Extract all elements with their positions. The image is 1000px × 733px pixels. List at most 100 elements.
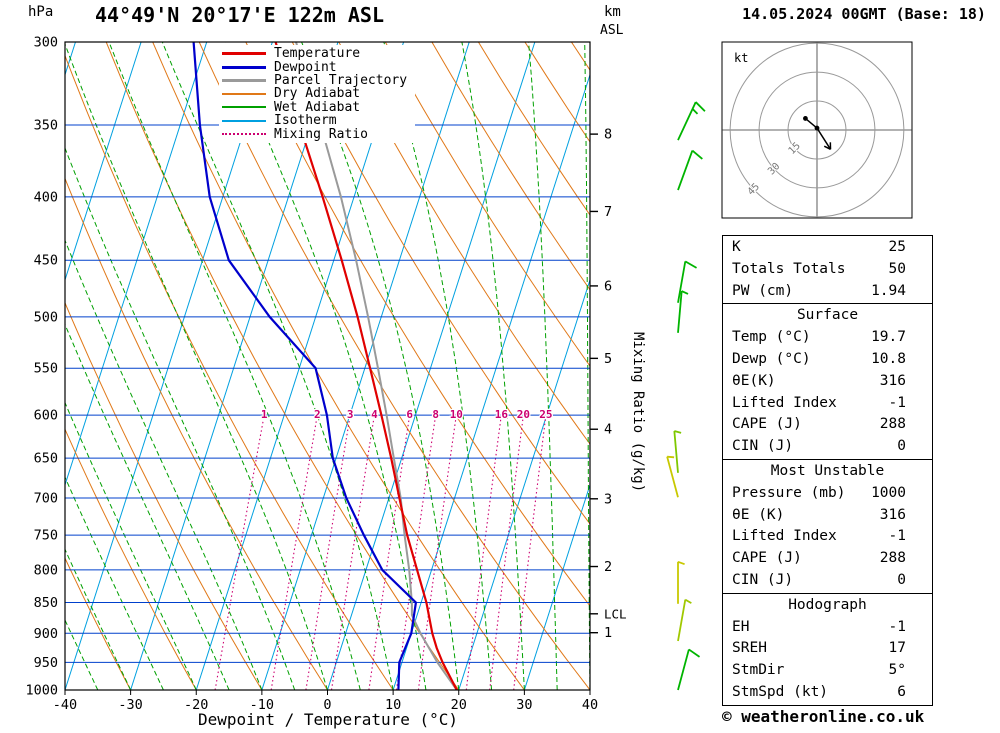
- stat-label: SREH: [732, 640, 767, 657]
- isotherm-line: [392, 73, 590, 690]
- wet-adiabat-line: [0, 42, 32, 690]
- temp-tick-label: 40: [582, 697, 598, 713]
- km-tick-label: 6: [604, 278, 612, 294]
- legend-swatch: [222, 78, 266, 82]
- mixing-ratio-label: 25: [539, 408, 552, 421]
- pressure-tick-label: 700: [34, 491, 58, 507]
- stat-value: 25: [888, 239, 906, 255]
- wet-adiabat-line: [65, 548, 132, 690]
- pressure-tick-label: 300: [34, 35, 58, 51]
- isotherm-line: [130, 42, 339, 690]
- hodograph-unit-label: kt: [734, 51, 748, 65]
- stat-label: K: [732, 239, 741, 255]
- legend-swatch: [222, 92, 266, 95]
- isotherm-line: [327, 42, 536, 690]
- mixing-ratio-line: [368, 415, 411, 690]
- wind-barb: [673, 430, 682, 473]
- stat-row: SREH 17: [723, 638, 932, 660]
- dry-adiabat-line: [65, 557, 132, 690]
- stats-section: K 25 Totals Totals 50 PW (cm) 1.94: [723, 236, 932, 303]
- legend-label: Mixing Ratio: [274, 126, 368, 142]
- lcl-label: LCL: [604, 606, 627, 621]
- mixing-ratio-line: [305, 415, 351, 690]
- altitude-unit-asl-label: ASL: [600, 23, 624, 38]
- pressure-tick-label: 950: [34, 655, 58, 671]
- stat-row: CIN (J) 0: [723, 436, 932, 458]
- wind-barb: [677, 598, 692, 642]
- legend-swatch: [222, 106, 266, 109]
- wind-barb: [666, 455, 679, 498]
- stat-value: 19.7: [871, 329, 906, 346]
- temp-tick-label: 20: [451, 697, 467, 713]
- legend-item: Dewpoint: [222, 59, 407, 75]
- pressure-tick-label: 450: [34, 253, 58, 269]
- isotherm-line: [261, 42, 470, 690]
- isotherm-line: [195, 42, 405, 690]
- pressure-tick-label: 500: [34, 309, 58, 325]
- stat-row: CIN (J) 0: [723, 570, 932, 592]
- stats-table: K 25 Totals Totals 50 PW (cm) 1.94 Surface Temp…: [722, 235, 933, 706]
- stat-label: StmDir: [732, 662, 785, 679]
- stat-value: 288: [879, 550, 906, 567]
- stat-row: θE(K) 316: [723, 371, 932, 393]
- dry-adiabat-line: [431, 42, 590, 291]
- wind-barb: [677, 149, 703, 191]
- stat-row: θE (K) 316: [723, 505, 932, 527]
- stat-label: Lifted Index: [732, 528, 837, 545]
- hodograph-arrowhead: [823, 145, 831, 150]
- stat-value: 288: [879, 416, 906, 433]
- stat-row: PW (cm) 1.94: [723, 281, 932, 303]
- x-axis-title: Dewpoint / Temperature (°C): [198, 710, 458, 729]
- mixing-ratio-label: 3: [347, 408, 354, 421]
- mixing-ratio-label: 2: [314, 408, 321, 421]
- legend-item: Isotherm: [222, 114, 407, 127]
- temp-tick-label: -20: [184, 697, 208, 713]
- temp-tick-label: -30: [118, 697, 142, 713]
- km-tick-label: 3: [604, 491, 612, 507]
- mixing-ratio-label: 20: [517, 408, 530, 421]
- mixing-ratio-line: [270, 415, 318, 690]
- mixing-ratio-label: 8: [432, 408, 439, 421]
- profile-temperature: [274, 42, 458, 690]
- stat-row: Temp (°C) 19.7: [723, 327, 932, 349]
- wet-adiabat-line: [461, 42, 525, 690]
- km-tick-label: 5: [604, 351, 612, 367]
- pressure-tick-label: 650: [34, 451, 58, 467]
- legend-item: Mixing Ratio: [222, 126, 407, 142]
- km-tick-label: 7: [604, 204, 612, 220]
- legend-label: Dewpoint: [274, 59, 337, 75]
- stat-value: 5°: [888, 662, 906, 679]
- wet-adiabat-line: [65, 401, 197, 690]
- temp-tick-label: 10: [385, 697, 401, 713]
- wet-adiabat-line: [656, 42, 677, 690]
- wind-barb-column: [666, 101, 706, 691]
- stats-section: Surface Temp (°C) 19.7 Dewp (°C) 10.8 θE(K) 31…: [723, 303, 932, 459]
- km-tick-label: 8: [604, 127, 612, 143]
- stat-row: CAPE (J) 288: [723, 548, 932, 570]
- pressure-tick-label: 600: [34, 408, 58, 424]
- stat-value: 1000: [871, 484, 906, 501]
- mixing-ratio-label: 10: [450, 408, 463, 421]
- legend-item: Temperature: [222, 47, 407, 60]
- stat-value: 50: [888, 260, 906, 277]
- stat-label: StmSpd (kt): [732, 683, 829, 700]
- stat-value: -1: [888, 528, 906, 545]
- stat-label: CIN (J): [732, 438, 794, 455]
- stat-row: Pressure (mb) 1000: [723, 483, 932, 505]
- wet-adiabat-line: [65, 476, 164, 690]
- wet-adiabat-line: [65, 239, 263, 690]
- profile-parcel-trajectory: [295, 42, 458, 690]
- pressure-tick-label: 800: [34, 562, 58, 578]
- pressure-tick-label: 550: [34, 361, 58, 377]
- isotherm-line: [65, 42, 208, 487]
- axis-labels: 1 2 3 4 6 8 10 16 20 2530035040045050055060065070…: [25, 35, 626, 714]
- wet-adiabat-line: [65, 323, 230, 690]
- page-title: 44°49'N 20°17'E 122m ASL: [95, 3, 384, 27]
- stat-value: 10.8: [871, 350, 906, 367]
- pressure-unit-label: hPa: [28, 4, 53, 20]
- legend-item: Dry Adiabat: [222, 87, 407, 100]
- temp-tick-label: 30: [516, 697, 532, 713]
- stat-label: θE(K): [732, 372, 776, 389]
- stat-value: 316: [879, 506, 906, 523]
- stat-row: StmSpd (kt) 6: [723, 682, 932, 704]
